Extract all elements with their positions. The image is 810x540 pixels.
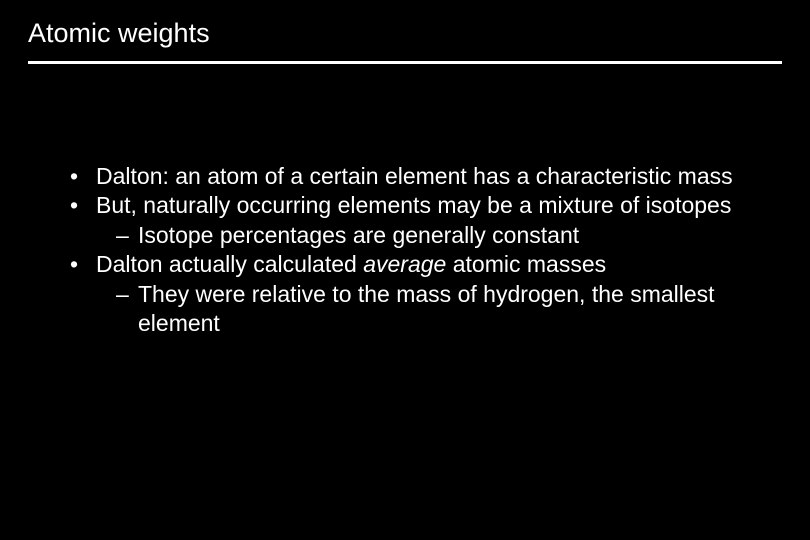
sub-bullet-text: Isotope percentages are generally consta… [138, 222, 579, 248]
bullet-text: Dalton: an atom of a certain element has… [96, 163, 733, 189]
sub-list-item: They were relative to the mass of hydrog… [116, 280, 750, 339]
bullet-text-em: average [363, 251, 446, 277]
bullet-text: But, naturally occurring elements may be… [96, 192, 731, 218]
list-item: Dalton: an atom of a certain element has… [70, 162, 750, 191]
list-item: Dalton actually calculated average atomi… [70, 250, 750, 338]
bullet-text-pre: Dalton actually calculated [96, 251, 363, 277]
slide: Atomic weights Dalton: an atom of a cert… [0, 0, 810, 540]
slide-title: Atomic weights [28, 18, 810, 49]
sub-list: Isotope percentages are generally consta… [96, 221, 750, 250]
sub-bullet-text: They were relative to the mass of hydrog… [138, 281, 715, 336]
list-item: But, naturally occurring elements may be… [70, 191, 750, 250]
sub-list: They were relative to the mass of hydrog… [96, 280, 750, 339]
sub-list-item: Isotope percentages are generally consta… [116, 221, 750, 250]
slide-body: Dalton: an atom of a certain element has… [0, 64, 810, 339]
bullet-list: Dalton: an atom of a certain element has… [70, 162, 750, 339]
title-area: Atomic weights [0, 0, 810, 57]
bullet-text-post: atomic masses [446, 251, 606, 277]
